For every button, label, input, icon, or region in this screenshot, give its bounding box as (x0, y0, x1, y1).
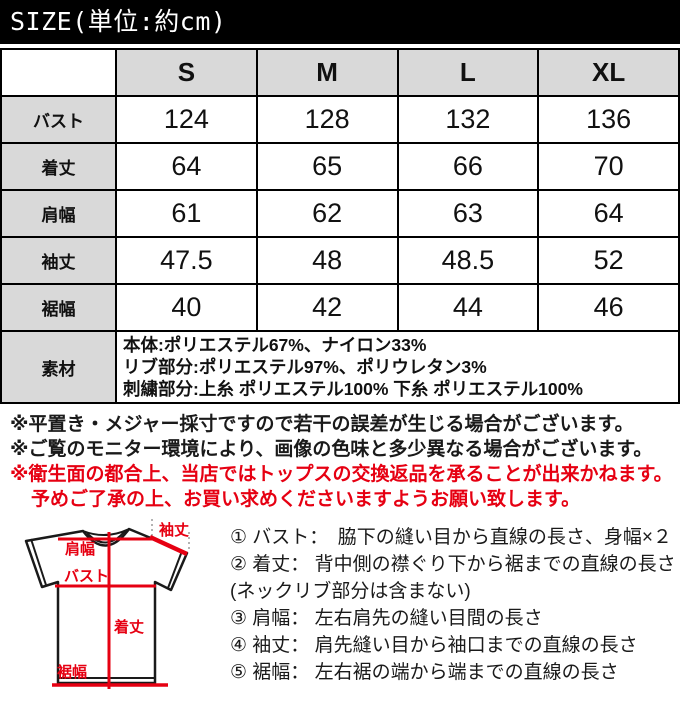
cell-shoulder-xl: 64 (537, 189, 680, 238)
cell-bust-l: 132 (396, 95, 540, 144)
cell-shoulder-s: 61 (115, 189, 258, 238)
tshirt-diagram-svg: 肩幅 袖丈 バスト 着丈 裾幅 (24, 519, 190, 689)
right-cuff-rib-line (167, 550, 183, 589)
notes-section: ※平置き・メジャー採寸ですので若干の誤差が生じる場合がございます。 ※ご覧のモニ… (10, 412, 673, 512)
column-header-s: S (115, 48, 258, 97)
row-label-sleeve: 袖丈 (0, 236, 117, 285)
cell-shoulder-m: 62 (255, 189, 399, 238)
cell-sleeve-s: 47.5 (115, 236, 258, 285)
measure-guide-section: ① バスト： 脇下の縫い目から直線の長さ、身幅×２ ② 着丈： 背中側の襟ぐり下… (230, 524, 678, 686)
cell-length-s: 64 (115, 142, 258, 191)
size-table: S M L XL バスト 124 128 132 136 着丈 64 65 66… (0, 48, 680, 404)
material-line-3: 刺繍部分:上糸 ポリエステル100% 下糸 ポリエステル100% (123, 379, 583, 399)
column-header-l: L (396, 48, 540, 97)
collar-back-line (82, 528, 130, 536)
cell-hem-s: 40 (115, 283, 258, 332)
table-row-material: 素材 本体:ポリエステル67%、ナイロン33% リブ部分:ポリエステル97%、ポ… (0, 330, 680, 404)
material-line-2: リブ部分:ポリエステル97%、ポリウレタン3% (123, 357, 487, 377)
table-row-hem: 裾幅 40 42 44 46 (0, 283, 680, 332)
note-measurement-tolerance: ※平置き・メジャー採寸ですので若干の誤差が生じる場合がございます。 (10, 414, 634, 435)
row-label-length: 着丈 (0, 142, 117, 191)
table-row-shoulder: 肩幅 61 62 63 64 (0, 189, 680, 238)
cell-length-m: 65 (255, 142, 399, 191)
cell-sleeve-m: 48 (255, 236, 399, 285)
cell-hem-xl: 46 (537, 283, 680, 332)
table-row-bust: バスト 124 128 132 136 (0, 95, 680, 144)
size-table-header-row: S M L XL (0, 48, 680, 97)
size-title-bar: SIZE(単位:約cm) (0, 0, 680, 44)
column-header-xl: XL (537, 48, 680, 97)
size-title: SIZE(単位:約cm) (10, 7, 227, 36)
cell-bust-m: 128 (255, 95, 399, 144)
collar-rib-line (86, 530, 126, 544)
cell-sleeve-l: 48.5 (396, 236, 540, 285)
cell-sleeve-xl: 52 (537, 236, 680, 285)
note-no-returns: ※衛生面の都合上、当店ではトップスの交換返品を承ることが出来かねます。 (10, 464, 673, 485)
label-shoulder-width: 肩幅 (65, 540, 95, 558)
row-label-bust: バスト (0, 95, 117, 144)
note-monitor-color: ※ご覧のモニター環境により、画像の色味と多少異なる場合がございます。 (10, 439, 653, 460)
cell-hem-l: 44 (396, 283, 540, 332)
guide-item-length: ② 着丈： 背中側の襟ぐり下から裾までの直線の長さ (230, 554, 676, 575)
row-label-material: 素材 (0, 330, 117, 404)
row-label-shoulder: 肩幅 (0, 189, 117, 238)
note-no-returns-cont: 予めご了承の上、お買い求めくださいますようお願い致します。 (31, 489, 581, 510)
sleeve-length-line (149, 534, 188, 557)
label-bust: バスト (64, 568, 109, 585)
material-line-1: 本体:ポリエステル67%、ナイロン33% (123, 335, 427, 355)
corner-cell (0, 48, 117, 97)
tshirt-measurement-diagram: 肩幅 袖丈 バスト 着丈 裾幅 (10, 515, 210, 720)
guide-item-length-note: (ネックリブ部分は含まない) (230, 581, 471, 602)
column-header-m: M (255, 48, 399, 97)
cell-shoulder-l: 63 (396, 189, 540, 238)
cell-bust-xl: 136 (537, 95, 680, 144)
row-label-hem: 裾幅 (0, 283, 117, 332)
material-cell: 本体:ポリエステル67%、ナイロン33% リブ部分:ポリエステル97%、ポリウレ… (115, 330, 680, 404)
guide-item-hem: ⑤ 裾幅： 左右裾の端から端までの直線の長さ (230, 662, 619, 683)
label-body-length: 着丈 (113, 618, 144, 636)
guide-item-shoulder: ③ 肩幅： 左右肩先の縫い目間の長さ (230, 608, 543, 629)
label-hem-width: 裾幅 (57, 663, 87, 681)
guide-item-bust: ① バスト： 脇下の縫い目から直線の長さ、身幅×２ (230, 527, 672, 548)
tshirt-outline (24, 527, 189, 685)
guide-item-sleeve: ④ 袖丈： 肩先縫い目から袖口までの直線の長さ (230, 635, 638, 656)
cell-length-xl: 70 (537, 142, 680, 191)
cell-hem-m: 42 (255, 283, 399, 332)
cell-bust-s: 124 (115, 95, 258, 144)
table-row-sleeve: 袖丈 47.5 48 48.5 52 (0, 236, 680, 285)
table-row-length: 着丈 64 65 66 70 (0, 142, 680, 191)
label-sleeve-length: 袖丈 (159, 521, 189, 539)
left-cuff-rib-line (30, 538, 47, 586)
cell-length-l: 66 (396, 142, 540, 191)
